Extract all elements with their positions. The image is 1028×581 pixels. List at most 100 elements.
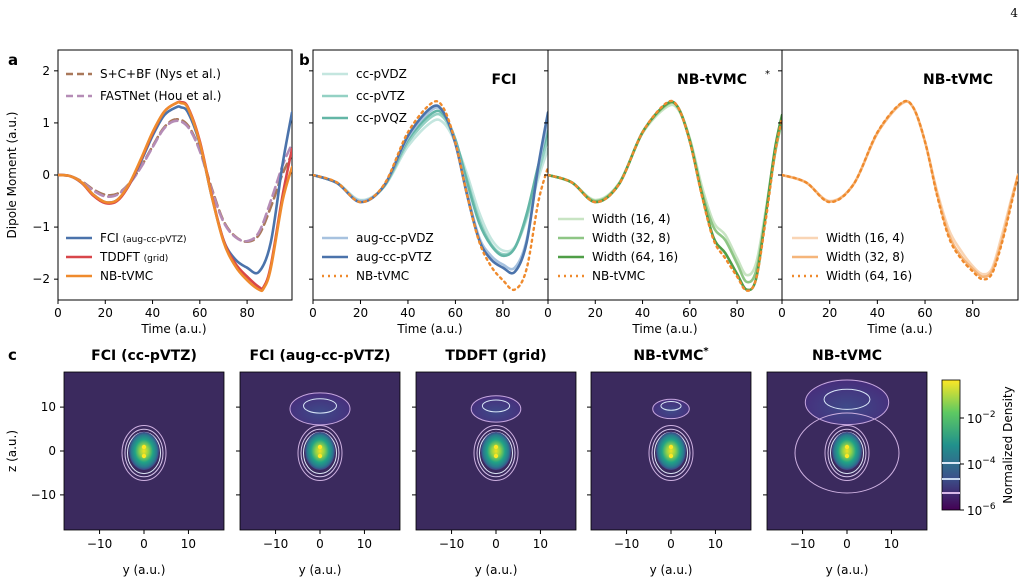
density-lobe-contour: [303, 398, 337, 414]
x-tick-label: 80: [495, 306, 510, 320]
density-lobe: [289, 392, 351, 426]
x-tick-label: 40: [145, 306, 160, 320]
x-tick-label: 0: [492, 537, 500, 551]
legend-label: TDDFT (grid): [99, 250, 168, 264]
legend-label: FASTNet (Hou et al.): [100, 89, 221, 103]
series-line: [58, 105, 292, 275]
legend-label: cc-pVDZ: [356, 67, 407, 81]
x-tick-label: 40: [870, 306, 885, 320]
x-tick-label: 60: [448, 306, 463, 320]
density-contour: [648, 425, 694, 481]
density-core: [481, 432, 511, 470]
x-tick-label: 10: [181, 537, 196, 551]
density-lobe-contour: [823, 388, 871, 410]
density-contour: [824, 425, 870, 481]
panel-b-nbstar-series: [548, 99, 782, 292]
density-lobe: [652, 398, 690, 420]
x-tick-label: 0: [544, 306, 552, 320]
density-contour: [651, 428, 691, 478]
legend-label: FCI (aug-cc-pVTZ): [100, 231, 187, 245]
density-map: NB-tVMC −10 0 10 y (a.u.): [763, 348, 928, 577]
legend-label: Width (32, 8): [826, 250, 905, 264]
x-tick-label: −10: [614, 537, 639, 551]
density-lobe-contour: [660, 401, 682, 411]
x-tick-label: 20: [588, 306, 603, 320]
x-tick-label: 0: [316, 537, 324, 551]
density-map-title: NB-tVMC*: [633, 346, 709, 364]
panel-b-fci-title: FCI: [491, 72, 516, 88]
density-map-ylabel: z (a.u.): [5, 430, 19, 472]
density-map: TDDFT (grid) −10 0 10 y (a.u.): [412, 348, 577, 577]
panel-b-fci-xlabel: Time (a.u.): [396, 322, 462, 336]
series-line: [58, 117, 292, 244]
legend-label: S+C+BF (Nys et al.): [100, 67, 221, 81]
panel-b-nbstar-star: *: [765, 69, 770, 80]
density-nucleus: [844, 444, 850, 450]
legend-label: Width (64, 16): [826, 269, 912, 283]
density-map: FCI (cc-pVTZ) −10 0 10 y (a.u.) 10 0 −10 z (a.u.…: [5, 348, 225, 577]
panel-label-c: c: [8, 346, 17, 364]
x-tick-label: 60: [917, 306, 932, 320]
density-core: [305, 432, 335, 470]
panel-a-ylabel: Dipole Moment (a.u.): [5, 112, 19, 239]
panel-b-nb-xlabel: Time (a.u.): [866, 322, 932, 336]
series-line: [782, 100, 1018, 276]
panel-a-series: [58, 100, 292, 293]
density-map-title: TDDFT (grid): [445, 348, 546, 364]
legend-label: NB-tVMC: [100, 269, 153, 283]
panel-b-nbstar-xlabel: Time (a.u.): [631, 322, 697, 336]
x-tick-label: 10: [533, 537, 548, 551]
y-tick-label: 0: [42, 168, 50, 182]
panel-b-nb-series: [782, 99, 1018, 281]
legend-label: Width (32, 8): [592, 231, 671, 245]
x-tick-label: −10: [263, 537, 288, 551]
legend-label: NB-tVMC: [592, 269, 645, 283]
x-tick-label: −10: [87, 537, 112, 551]
density-lobe: [804, 379, 890, 426]
series-line: [782, 99, 1018, 281]
x-tick-label: 0: [778, 306, 786, 320]
y-tick-label: 0: [48, 444, 56, 458]
y-tick-label: −10: [31, 488, 56, 502]
legend-label: aug-cc-pVDZ: [356, 231, 434, 245]
x-tick-label: 40: [635, 306, 650, 320]
density-nucleus: [844, 453, 850, 459]
density-map-xlabel: y (a.u.): [299, 563, 342, 577]
panel-a-xlabel: Time (a.u.): [140, 322, 206, 336]
density-contour: [124, 428, 164, 478]
y-tick-label: −2: [32, 272, 50, 286]
density-nucleus: [317, 453, 323, 459]
x-tick-label: 10: [357, 537, 372, 551]
legend-label: cc-pVTZ: [356, 89, 405, 103]
x-tick-label: 0: [140, 537, 148, 551]
density-lobe-contour: [481, 399, 511, 413]
colorbar-tick-exponent: −6: [982, 502, 996, 512]
density-map-xlabel: y (a.u.): [123, 563, 166, 577]
x-tick-label: 40: [400, 306, 415, 320]
legend-label: cc-pVQZ: [356, 111, 407, 125]
series-line: [58, 119, 292, 243]
legend-label: Width (16, 4): [592, 212, 671, 226]
density-core: [832, 432, 862, 470]
density-lobe: [470, 395, 522, 423]
legend-label: NB-tVMC: [356, 269, 409, 283]
density-map-title-star: *: [703, 346, 709, 357]
density-nucleus: [317, 444, 323, 450]
y-tick-label: 1: [42, 116, 50, 130]
density-contour: [473, 425, 519, 481]
colorbar-tick-label: 10−2: [967, 410, 996, 426]
y-tick-label: 2: [42, 64, 50, 78]
x-tick-label: 10: [708, 537, 723, 551]
x-tick-label: 0: [309, 306, 317, 320]
colorbar-gradient: [941, 379, 961, 511]
x-tick-label: 80: [965, 306, 980, 320]
colorbar-tick-label: 10−6: [967, 502, 996, 518]
series-line: [58, 100, 292, 293]
panel-b-fci-legend: cc-pVDZ cc-pVTZ cc-pVQZ aug-cc-pVDZ aug-cc-p…: [322, 67, 434, 283]
density-nucleus: [493, 444, 499, 450]
panel-b-nb-legend: Width (16, 4) Width (32, 8) Width (64, 16): [792, 231, 912, 283]
x-tick-label: 20: [98, 306, 113, 320]
density-core: [656, 432, 686, 470]
density-nucleus: [493, 453, 499, 459]
